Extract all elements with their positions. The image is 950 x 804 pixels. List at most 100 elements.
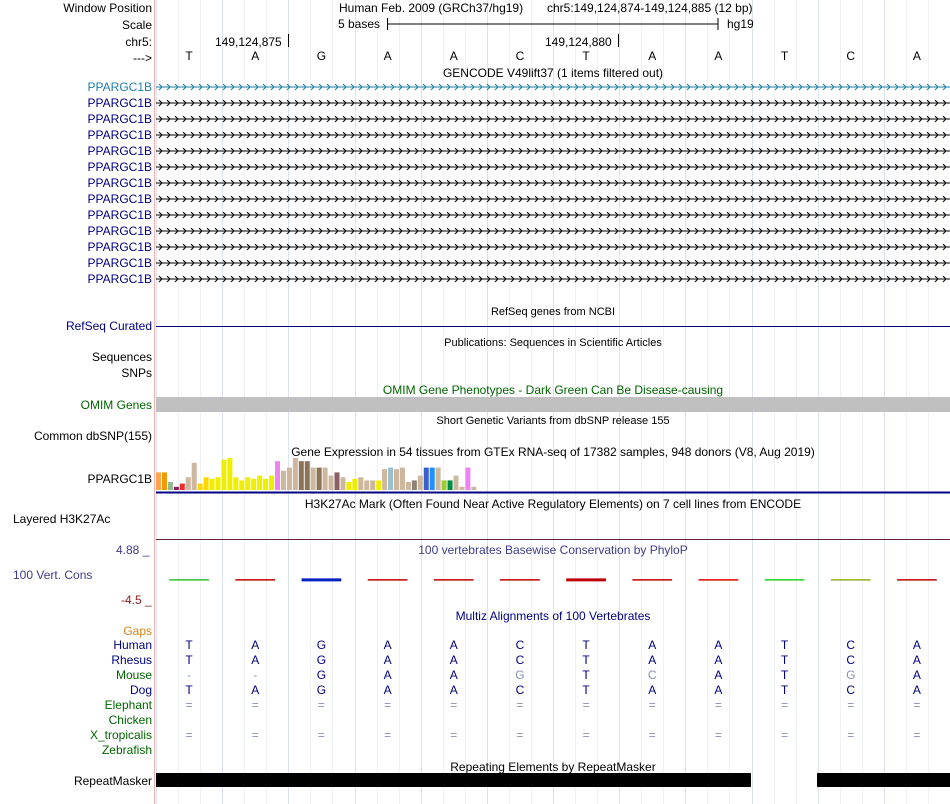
gtex-tissue-bar[interactable] [161, 472, 167, 490]
gencode-transcript-line[interactable] [156, 274, 950, 284]
gtex-tissue-bar[interactable] [304, 461, 310, 490]
gencode-transcript-label[interactable]: PPARGC1B [87, 160, 152, 174]
gtex-tissue-bar[interactable] [441, 480, 447, 490]
gencode-transcript-line[interactable] [156, 82, 950, 92]
publications-track-title[interactable]: Publications: Sequences in Scientific Ar… [444, 337, 662, 349]
range-text[interactable]: chr5:149,124,874-149,124,885 (12 bp) [547, 1, 753, 15]
multiz-species-label[interactable]: Chicken [108, 713, 152, 727]
gtex-tissue-bar[interactable] [197, 483, 203, 490]
gencode-transcript-label[interactable]: PPARGC1B [87, 112, 152, 126]
gencode-transcript-line[interactable] [156, 242, 950, 252]
gencode-transcript-line[interactable] [156, 226, 950, 236]
gencode-transcript-label[interactable]: PPARGC1B [87, 176, 152, 190]
multiz-species-label[interactable]: Mouse [115, 668, 152, 682]
gtex-tissue-bar[interactable] [328, 475, 334, 490]
gencode-transcript-label[interactable]: PPARGC1B [87, 144, 152, 158]
h3k27ac-track-title[interactable]: H3K27Ac Mark (Often Found Near Active Re… [304, 497, 802, 511]
gencode-transcript-line[interactable] [156, 114, 950, 124]
gtex-tissue-bar[interactable] [334, 472, 340, 490]
gtex-track-title[interactable]: Gene Expression in 54 tissues from GTEx … [291, 445, 815, 459]
gtex-tissue-bar[interactable] [191, 462, 197, 490]
refseq-track-label[interactable]: RefSeq Curated [65, 319, 152, 333]
gencode-transcript-line[interactable] [156, 98, 950, 108]
gtex-tissue-bar[interactable] [280, 470, 286, 490]
gtex-tissue-bar[interactable] [310, 467, 316, 490]
gtex-tissue-bar[interactable] [203, 477, 209, 490]
omim-track-label[interactable]: OMIM Genes [80, 398, 152, 412]
gtex-tissue-bar[interactable] [453, 475, 459, 490]
gtex-tissue-bar[interactable] [233, 477, 239, 490]
multiz-species-label[interactable]: Rhesus [111, 653, 152, 667]
multiz-species-label[interactable]: Elephant [104, 698, 152, 712]
gencode-transcript-label[interactable]: PPARGC1B [87, 272, 152, 286]
gtex-tissue-bar[interactable] [263, 478, 269, 490]
gencode-transcript-line[interactable] [156, 258, 950, 268]
multiz-species-label[interactable]: Zebrafish [101, 743, 152, 757]
publications-label-snps[interactable]: SNPs [121, 366, 152, 380]
gtex-tissue-bar[interactable] [423, 467, 429, 490]
gtex-tissue-bar[interactable] [459, 486, 465, 490]
gencode-transcript-label[interactable]: PPARGC1B [87, 240, 152, 254]
gtex-bar-chart[interactable] [156, 458, 950, 494]
gencode-transcript-label[interactable]: PPARGC1B [87, 224, 152, 238]
gencode-transcript-label[interactable]: PPARGC1B [87, 256, 152, 270]
gencode-transcript-line[interactable] [156, 194, 950, 204]
gtex-tissue-bar[interactable] [167, 482, 173, 490]
gtex-track-label[interactable]: PPARGC1B [87, 472, 152, 486]
gtex-tissue-bar[interactable] [465, 467, 471, 490]
gtex-tissue-bar[interactable] [298, 461, 304, 490]
gtex-tissue-bar[interactable] [388, 467, 394, 490]
gtex-tissue-bar[interactable] [411, 480, 417, 490]
gtex-tissue-bar[interactable] [340, 477, 346, 490]
gtex-tissue-bar[interactable] [352, 478, 358, 490]
gtex-tissue-bar[interactable] [417, 475, 423, 490]
gtex-tissue-bar[interactable] [429, 467, 435, 490]
gtex-tissue-bar[interactable] [382, 469, 388, 490]
gencode-track-title[interactable]: GENCODE V49lift37 (1 items filtered out) [442, 66, 664, 80]
gtex-tissue-bar[interactable] [245, 477, 251, 490]
gtex-tissue-bar[interactable] [316, 467, 322, 490]
publications-label-sequences[interactable]: Sequences [91, 350, 152, 364]
gtex-tissue-bar[interactable] [179, 483, 185, 490]
gtex-tissue-bar[interactable] [435, 467, 441, 490]
gtex-tissue-bar[interactable] [156, 472, 161, 490]
phylop-track-title[interactable]: 100 vertebrates Basewise Conservation by… [418, 543, 688, 557]
gtex-tissue-bar[interactable] [173, 486, 179, 490]
gencode-transcript-line[interactable] [156, 146, 950, 156]
gtex-tissue-bar[interactable] [221, 459, 227, 490]
gtex-tissue-bar[interactable] [394, 469, 399, 490]
gtex-tissue-bar[interactable] [399, 467, 405, 490]
omim-track-title[interactable]: OMIM Gene Phenotypes - Dark Green Can Be… [382, 383, 724, 397]
gtex-tissue-bar[interactable] [209, 478, 215, 490]
gtex-tissue-bar[interactable] [227, 458, 233, 490]
gtex-tissue-bar[interactable] [251, 478, 257, 490]
phylop-track-label[interactable]: 100 Vert. Cons [13, 568, 93, 582]
multiz-species-label[interactable]: X_tropicalis [89, 728, 152, 742]
repeat-element-left[interactable] [156, 773, 751, 787]
gtex-tissue-bar[interactable] [405, 482, 411, 490]
gtex-tissue-bar[interactable] [257, 475, 263, 490]
gtex-tissue-bar[interactable] [471, 486, 477, 490]
omim-feature-bar[interactable] [156, 397, 950, 412]
gencode-transcript-line[interactable] [156, 162, 950, 172]
h3k27ac-track-label[interactable]: Layered H3K27Ac [13, 512, 111, 526]
gtex-tissue-bar[interactable] [215, 477, 221, 490]
dbsnp-track-label[interactable]: Common dbSNP(155) [33, 429, 152, 443]
repeatmasker-track-title[interactable]: Repeating Elements by RepeatMasker [450, 760, 656, 774]
dbsnp-track-title[interactable]: Short Genetic Variants from dbSNP releas… [436, 415, 670, 427]
gtex-tissue-bar[interactable] [269, 475, 275, 490]
gtex-tissue-bar[interactable] [185, 477, 191, 490]
gencode-transcript-label[interactable]: PPARGC1B [87, 128, 152, 142]
phylop-plot[interactable] [156, 556, 950, 602]
gtex-tissue-bar[interactable] [292, 458, 298, 490]
gtex-tissue-bar[interactable] [370, 480, 376, 490]
gtex-tissue-bar[interactable] [376, 480, 382, 490]
gtex-tissue-bar[interactable] [322, 467, 328, 490]
gencode-transcript-line[interactable] [156, 130, 950, 140]
refseq-track-title[interactable]: RefSeq genes from NCBI [490, 306, 616, 318]
gencode-transcript-line[interactable] [156, 210, 950, 220]
gtex-tissue-bar[interactable] [358, 477, 364, 490]
gencode-transcript-line[interactable] [156, 178, 950, 188]
gtex-tissue-bar[interactable] [447, 480, 453, 490]
multiz-species-label[interactable]: Human [113, 638, 152, 652]
